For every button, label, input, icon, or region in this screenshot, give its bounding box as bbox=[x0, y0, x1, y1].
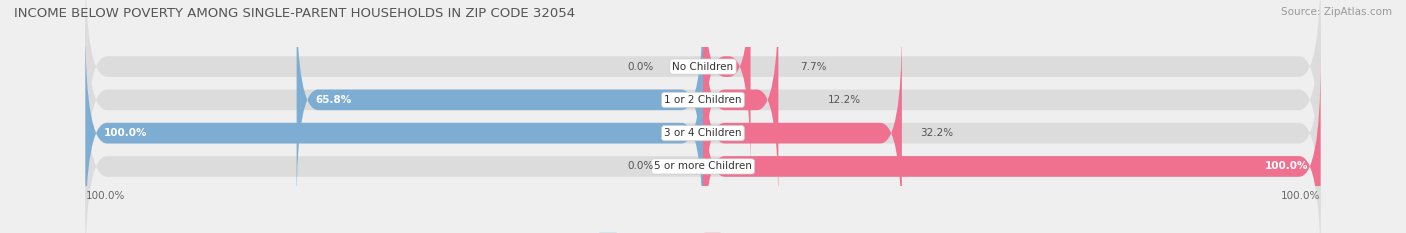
FancyBboxPatch shape bbox=[86, 27, 703, 233]
Legend: Single Father, Single Mother: Single Father, Single Mother bbox=[595, 229, 811, 233]
FancyBboxPatch shape bbox=[703, 0, 751, 173]
Text: 32.2%: 32.2% bbox=[921, 128, 953, 138]
Text: 100.0%: 100.0% bbox=[1281, 191, 1320, 201]
Text: No Children: No Children bbox=[672, 62, 734, 72]
FancyBboxPatch shape bbox=[86, 0, 1320, 206]
Text: 1 or 2 Children: 1 or 2 Children bbox=[664, 95, 742, 105]
Text: 100.0%: 100.0% bbox=[104, 128, 148, 138]
Text: 7.7%: 7.7% bbox=[800, 62, 827, 72]
Text: 12.2%: 12.2% bbox=[828, 95, 860, 105]
Text: 100.0%: 100.0% bbox=[86, 191, 125, 201]
Text: 0.0%: 0.0% bbox=[627, 161, 654, 171]
FancyBboxPatch shape bbox=[297, 0, 703, 206]
Text: 3 or 4 Children: 3 or 4 Children bbox=[664, 128, 742, 138]
FancyBboxPatch shape bbox=[703, 0, 779, 206]
Text: 5 or more Children: 5 or more Children bbox=[654, 161, 752, 171]
FancyBboxPatch shape bbox=[703, 60, 1320, 233]
FancyBboxPatch shape bbox=[86, 60, 1320, 233]
Text: 0.0%: 0.0% bbox=[627, 62, 654, 72]
FancyBboxPatch shape bbox=[703, 27, 901, 233]
Text: INCOME BELOW POVERTY AMONG SINGLE-PARENT HOUSEHOLDS IN ZIP CODE 32054: INCOME BELOW POVERTY AMONG SINGLE-PARENT… bbox=[14, 7, 575, 20]
FancyBboxPatch shape bbox=[86, 27, 1320, 233]
Text: 65.8%: 65.8% bbox=[315, 95, 352, 105]
Text: Source: ZipAtlas.com: Source: ZipAtlas.com bbox=[1281, 7, 1392, 17]
Text: 100.0%: 100.0% bbox=[1265, 161, 1308, 171]
FancyBboxPatch shape bbox=[86, 0, 1320, 173]
